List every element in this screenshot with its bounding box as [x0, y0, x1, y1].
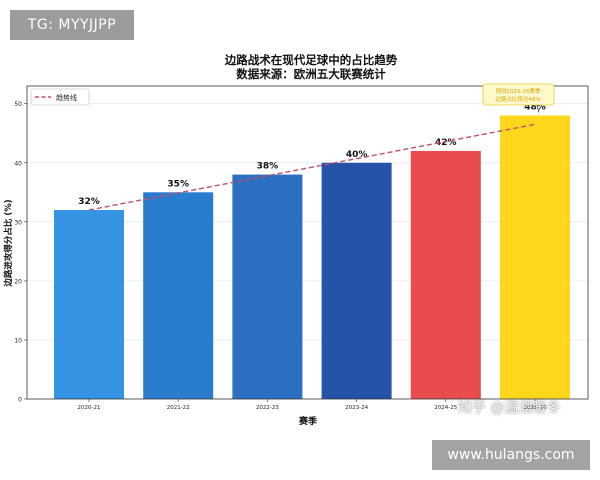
bars — [54, 115, 570, 399]
x-axis-label: 赛季 — [298, 415, 318, 427]
legend-entry: 趋势线 — [56, 93, 77, 102]
value-label: 38% — [257, 162, 279, 172]
x-tick-label: 2025-26 — [524, 405, 547, 411]
zhihu-watermark: 知乎 @温酒暖冬 — [458, 400, 561, 416]
plot-frame — [26, 85, 589, 400]
legend-box — [30, 88, 90, 106]
x-tick-label: 2024-25 — [434, 405, 457, 411]
bar-2024-25 — [410, 150, 481, 399]
annotation-line-2: 边路占比将达48% — [495, 95, 540, 103]
value-labels: 32% 35% 38% 40% 42% 48% — [78, 103, 546, 207]
annotation-line-1: 预测2025-26赛季 — [496, 87, 541, 95]
annotation-box — [482, 83, 555, 106]
bar-2022-23 — [232, 174, 303, 399]
x-tick-label: 2022-23 — [256, 405, 279, 411]
y-ticks: 0 10 20 30 40 50 — [14, 101, 27, 404]
x-tick-label: 2021-22 — [167, 405, 190, 411]
x-tick-label: 2020-21 — [78, 405, 101, 411]
value-label: 35% — [167, 179, 189, 189]
y-axis-label: 边路进攻得分占比 (%) — [3, 199, 14, 287]
annotation-arrow — [536, 104, 540, 113]
y-tick-label: 30 — [14, 219, 22, 226]
chart-title: 边路战术在现代足球中的占比趋势 — [224, 53, 398, 67]
trend-line-path — [88, 123, 536, 211]
value-label: 48% — [524, 103, 546, 113]
y-tick-label: 0 — [18, 397, 22, 404]
value-label: 40% — [346, 150, 368, 160]
x-ticks: 2020-21 2021-22 2022-23 2023-24 2024-25 2025-… — [78, 399, 547, 411]
site-url-banner: www.hulangs.com — [432, 440, 590, 470]
bar-2021-22 — [143, 192, 214, 399]
y-tick-label: 10 — [14, 337, 22, 344]
y-tick-label: 40 — [14, 160, 22, 167]
value-label: 32% — [78, 197, 100, 207]
y-tick-label: 20 — [14, 278, 22, 285]
bar-2023-24 — [321, 162, 392, 399]
value-label: 42% — [435, 138, 457, 148]
prediction-annotation: 预测2025-26赛季 边路占比将达48% — [482, 83, 555, 113]
trend-line — [88, 123, 536, 211]
x-tick-label: 2023-24 — [345, 405, 368, 411]
chart-subtitle: 数据来源：欧洲五大联赛统计 — [236, 67, 386, 81]
y-tick-label: 50 — [14, 101, 22, 108]
legend: 趋势线 — [30, 88, 90, 106]
bar-2020-21 — [54, 210, 124, 399]
tg-watermark-tag: TG: MYYJJPP — [10, 10, 134, 40]
bar-2025-26 — [500, 115, 570, 399]
